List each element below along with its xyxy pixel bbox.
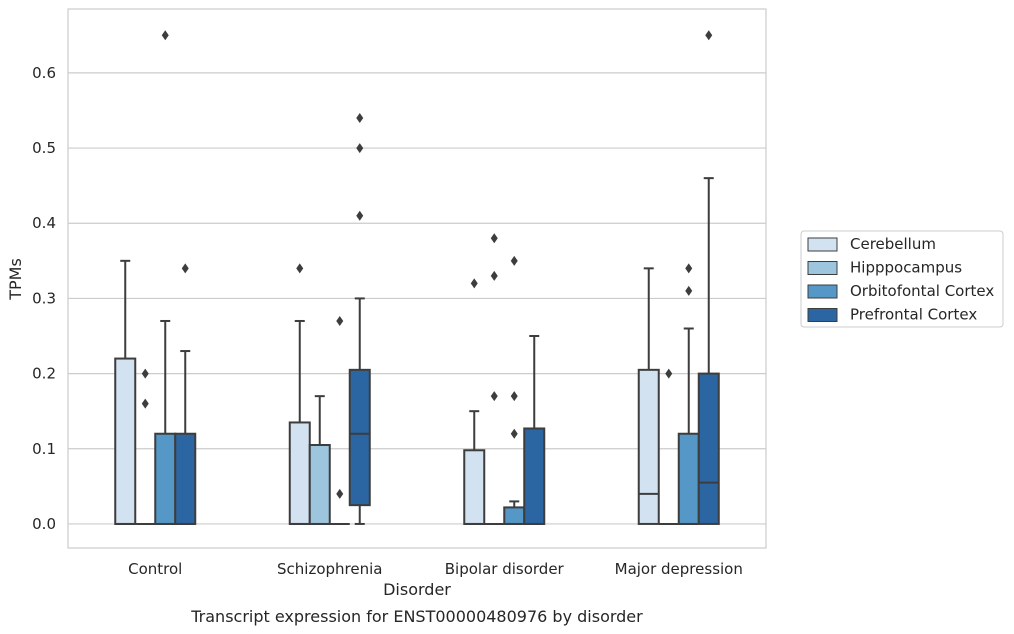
box-iqr [503, 506, 526, 525]
box-iqr [697, 372, 720, 525]
outlier-point [336, 488, 344, 499]
y-tick-label: 0.6 [32, 64, 56, 82]
outlier-point [356, 143, 364, 154]
y-tick-label: 0.5 [32, 139, 56, 157]
outlier-point [470, 278, 478, 289]
x-tick-label: Major depression [615, 560, 743, 578]
x-tick-label: Schizophrenia [277, 560, 382, 578]
outlier-point [141, 368, 149, 379]
plot-frame [67, 8, 767, 549]
box-orbitofontal-cortex [329, 315, 350, 525]
y-tick-label: 0.2 [32, 365, 56, 383]
box-iqr [308, 444, 331, 525]
legend-label: Orbitofontal Cortex [850, 282, 994, 300]
legend: Cerebellum Hipppocampus Orbitofontal Corte… [800, 230, 1004, 328]
x-axis-title: Disorder [383, 580, 451, 599]
outlier-point [665, 368, 673, 379]
outlier-point [490, 270, 498, 281]
box-cerebellum [637, 267, 660, 525]
y-tick-label: 0.4 [32, 214, 56, 232]
outlier-point [705, 30, 713, 41]
box-hipppocampus [308, 395, 331, 525]
legend-swatch [807, 261, 838, 275]
outlier-point [161, 30, 169, 41]
box-hipppocampus [658, 368, 679, 525]
outlier-point [336, 315, 344, 326]
outlier-point [510, 428, 518, 439]
box-iqr [348, 368, 371, 507]
boxes-layer [114, 30, 720, 525]
y-tick-label: 0.0 [32, 515, 56, 533]
box-prefrontal-cortex [697, 30, 720, 525]
box-prefrontal-cortex [174, 263, 197, 525]
chart-caption: Transcript expression for ENST0000048097… [190, 607, 643, 626]
outlier-point [141, 398, 149, 409]
legend-label: Hipppocampus [850, 259, 962, 277]
x-tick-label: Control [128, 560, 182, 578]
box-iqr [463, 449, 486, 525]
box-iqr [288, 421, 311, 525]
outlier-point [490, 391, 498, 402]
box-iqr [114, 357, 137, 525]
box-iqr [637, 368, 660, 525]
legend-label: Cerebellum [850, 235, 936, 253]
legend-swatch [807, 308, 838, 322]
box-cerebellum [114, 259, 137, 525]
y-tick-label: 0.1 [32, 440, 56, 458]
outlier-point [356, 210, 364, 221]
outlier-point [685, 263, 693, 274]
legend-swatch [807, 237, 838, 252]
outlier-point [296, 263, 304, 274]
box-iqr [523, 427, 546, 525]
y-tick-label: 0.3 [32, 289, 56, 307]
outlier-point [181, 263, 189, 274]
y-axis-title: TPMs [6, 258, 25, 301]
outlier-point [510, 255, 518, 266]
x-tick-label: Bipolar disorder [445, 560, 565, 578]
box-cerebellum [463, 278, 486, 525]
x-tick-labels: Control Schizophrenia Bipolar disorder Majo… [128, 560, 743, 578]
box-hipppocampus [135, 368, 156, 525]
box-iqr [154, 432, 177, 525]
box-iqr [677, 432, 700, 525]
y-tick-labels: 0.0 0.1 0.2 0.3 0.4 0.5 0.6 [32, 64, 56, 533]
box-prefrontal-cortex [348, 113, 371, 525]
legend-swatch [807, 284, 838, 299]
outlier-point [685, 285, 693, 296]
legend-label: Prefrontal Cortex [850, 306, 977, 324]
outlier-point [490, 233, 498, 244]
outlier-point [510, 391, 518, 402]
outlier-point [356, 113, 364, 124]
legend-frame [800, 230, 1004, 328]
box-iqr [174, 432, 197, 525]
box-prefrontal-cortex [523, 335, 546, 525]
box-hipppocampus [484, 233, 505, 525]
